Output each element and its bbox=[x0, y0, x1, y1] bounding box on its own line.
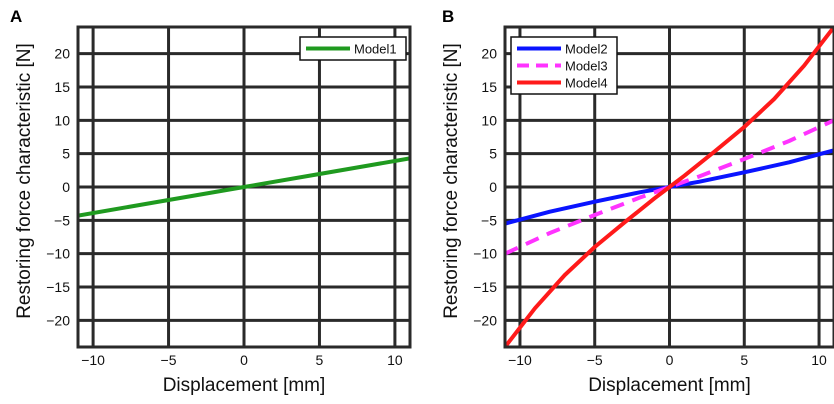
x-tick-label: 10 bbox=[811, 352, 827, 368]
legend: Model2 Model3 Model4 bbox=[510, 36, 618, 95]
x-axis-label: Displacement [mm] bbox=[588, 375, 751, 396]
series-line-model3 bbox=[505, 118, 834, 256]
y-tick-label: 15 bbox=[54, 79, 70, 95]
y-tick-label: −15 bbox=[46, 279, 70, 295]
x-tick-label: −10 bbox=[508, 352, 532, 368]
panel-letter: B bbox=[442, 7, 454, 26]
legend-label: Model1 bbox=[354, 42, 397, 57]
x-tick-label: 0 bbox=[666, 352, 674, 368]
y-tick-label: 5 bbox=[489, 146, 497, 162]
y-tick-label: 10 bbox=[54, 112, 70, 128]
y-tick-label: −5 bbox=[54, 212, 70, 228]
x-tick-label: −5 bbox=[161, 352, 177, 368]
panel-b: −10 −5 0 5 10 −20 −15 −10 −5 0 5 10 15 20 Model2 Model3… bbox=[441, 7, 834, 396]
x-tick-label: 0 bbox=[240, 352, 248, 368]
y-tick-label: −20 bbox=[473, 312, 497, 328]
y-tick-label: −15 bbox=[473, 279, 497, 295]
x-tick-label: 5 bbox=[316, 352, 324, 368]
legend-box bbox=[299, 36, 407, 61]
y-tick-label: −10 bbox=[46, 246, 70, 262]
y-tick-label: 15 bbox=[481, 79, 497, 95]
series-line-model1 bbox=[78, 156, 410, 218]
legend: Model1 bbox=[299, 36, 407, 61]
y-axis-label: Restoring force characteristic [N] bbox=[14, 43, 35, 319]
panel-letter: A bbox=[10, 7, 22, 26]
panel-a: −10 −5 0 5 10 −20 −15 −10 −5 0 5 10 15 20 Model1 Displa… bbox=[10, 7, 412, 396]
x-tick-label: −5 bbox=[587, 352, 603, 368]
y-axis-label: Restoring force characteristic [N] bbox=[441, 43, 462, 319]
x-tick-label: 5 bbox=[740, 352, 748, 368]
x-tick-label: −10 bbox=[81, 352, 105, 368]
x-tick-label: 10 bbox=[387, 352, 403, 368]
legend-label: Model2 bbox=[565, 42, 608, 57]
plot-frame bbox=[503, 25, 834, 349]
y-tick-label: 10 bbox=[481, 112, 497, 128]
y-tick-label: 0 bbox=[489, 179, 497, 195]
y-tick-label: −10 bbox=[473, 246, 497, 262]
legend-label: Model3 bbox=[565, 59, 608, 74]
plot-frame bbox=[76, 25, 412, 349]
y-tick-label: −5 bbox=[481, 212, 497, 228]
y-tick-label: 0 bbox=[62, 179, 70, 195]
y-tick-label: 20 bbox=[481, 46, 497, 62]
y-tick-label: 5 bbox=[62, 146, 70, 162]
x-axis-label: Displacement [mm] bbox=[163, 375, 326, 396]
legend-label: Model4 bbox=[565, 76, 608, 91]
y-tick-label: −20 bbox=[46, 312, 70, 328]
series-line-model4 bbox=[505, 27, 834, 347]
y-tick-label: 20 bbox=[54, 46, 70, 62]
